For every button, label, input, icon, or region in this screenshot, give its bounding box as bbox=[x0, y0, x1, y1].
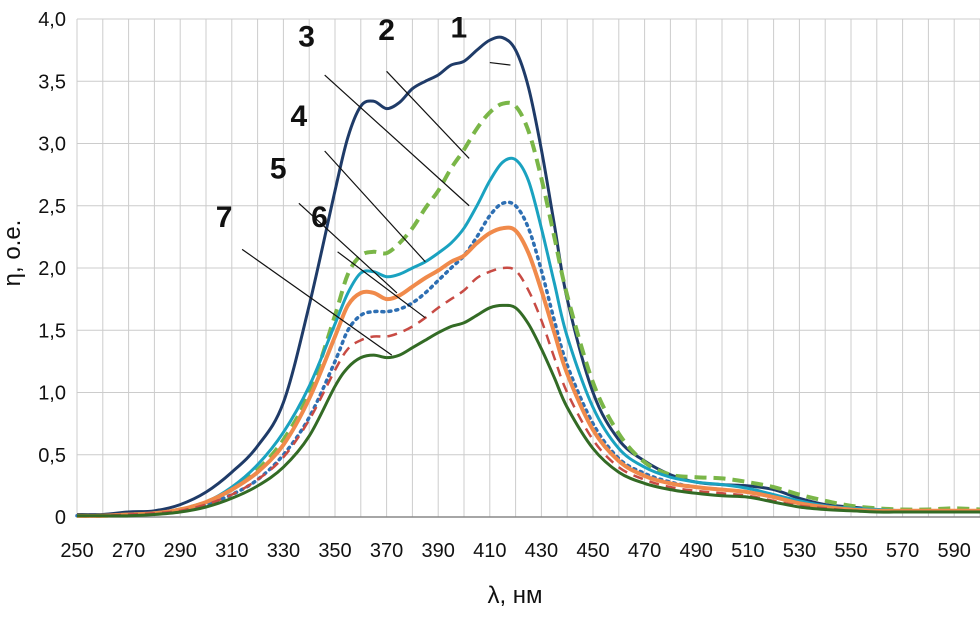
grid bbox=[76, 18, 980, 518]
y-tick-label: 4,0 bbox=[38, 9, 66, 31]
x-tick-label: 410 bbox=[473, 540, 506, 562]
x-tick-label: 470 bbox=[628, 540, 661, 562]
curve-labels: 1 2 3 456 7 bbox=[216, 12, 511, 356]
curve-label-4: 4 bbox=[291, 100, 308, 133]
x-axis-title: λ, нм bbox=[487, 582, 542, 609]
y-tick-label: 3,5 bbox=[38, 71, 66, 93]
leader-line-3 bbox=[324, 74, 470, 207]
y-tick-label: 2,0 bbox=[38, 258, 66, 280]
x-tick-label: 290 bbox=[164, 540, 197, 562]
x-tick-label: 250 bbox=[60, 540, 93, 562]
x-tick-label: 510 bbox=[731, 540, 764, 562]
y-tick-labels: 0 0,5 1,0 1,5 2,0 2,5 3,0 3,5 4,0 bbox=[38, 9, 66, 529]
x-tick-label: 450 bbox=[576, 540, 609, 562]
curve-label-7: 7 bbox=[216, 201, 233, 234]
leader-line-5 bbox=[298, 202, 398, 294]
curve-label-2: 2 bbox=[378, 14, 395, 47]
series-line-3 bbox=[76, 156, 980, 518]
x-tick-label: 570 bbox=[886, 540, 919, 562]
series-line-7 bbox=[77, 303, 980, 518]
x-tick-label: 310 bbox=[215, 540, 248, 562]
curve-label-1: 1 bbox=[450, 12, 467, 45]
x-tick-label: 330 bbox=[267, 540, 300, 562]
series-line-5 bbox=[76, 225, 980, 518]
series-line-6 bbox=[76, 266, 980, 518]
leader-line-1 bbox=[489, 61, 511, 66]
leader-line-7 bbox=[241, 248, 393, 356]
x-tick-label: 490 bbox=[680, 540, 713, 562]
y-tick-label: 1,5 bbox=[38, 320, 66, 342]
series-line-2 bbox=[76, 100, 980, 518]
y-tick-label: 3,0 bbox=[38, 134, 66, 156]
y-tick-label: 0,5 bbox=[38, 445, 66, 467]
y-tick-label: 2,5 bbox=[38, 196, 66, 218]
x-tick-label: 350 bbox=[318, 540, 351, 562]
curve-label-6: 6 bbox=[311, 201, 328, 234]
x-tick-label: 370 bbox=[370, 540, 403, 562]
curves bbox=[75, 35, 980, 518]
x-tick-label: 270 bbox=[112, 540, 145, 562]
x-tick-label: 530 bbox=[783, 540, 816, 562]
x-tick-label: 390 bbox=[422, 540, 455, 562]
leader-line-2 bbox=[386, 70, 470, 159]
series-line-1 bbox=[76, 35, 980, 517]
curve-label-3: 3 bbox=[298, 20, 315, 53]
x-tick-label: 590 bbox=[938, 540, 971, 562]
curve-label-5: 5 bbox=[270, 152, 287, 185]
y-tick-label: 1,0 bbox=[38, 383, 66, 405]
x-tick-label: 430 bbox=[525, 540, 558, 562]
x-tick-labels: 250 270 290 310 330 350 370 390 410 430 450 470 490 5… bbox=[60, 540, 971, 562]
leader-line-6 bbox=[337, 251, 426, 319]
y-tick-label: 0 bbox=[55, 507, 66, 529]
y-axis-title: η, о.е. bbox=[0, 220, 26, 287]
leader-line-4 bbox=[324, 150, 426, 263]
x-tick-label: 550 bbox=[834, 540, 867, 562]
